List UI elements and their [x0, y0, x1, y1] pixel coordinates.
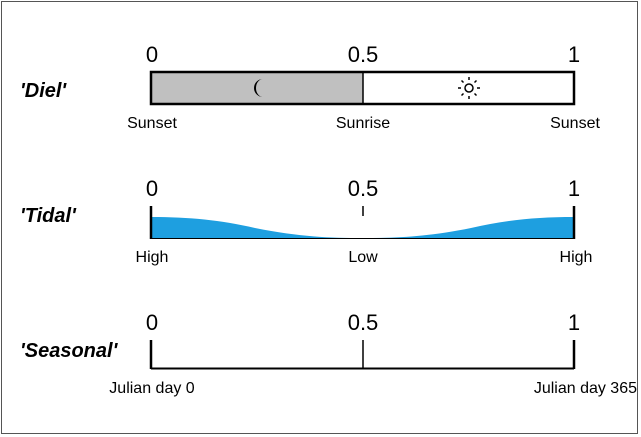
- diel-day-half: [363, 72, 574, 104]
- tidal-tick-0-5: 0.5: [348, 176, 379, 201]
- moon-icon: [254, 79, 263, 97]
- tidal-row: 'Tidal' 0 0.5 1 High Low High: [20, 176, 592, 266]
- tidal-water-curve: [151, 217, 574, 238]
- tidal-label-high-start: High: [136, 249, 169, 266]
- sun-icon: [458, 77, 480, 99]
- seasonal-tick-0-5: 0.5: [348, 310, 379, 335]
- diel-label-sunrise: Sunrise: [336, 115, 390, 132]
- seasonal-row: 'Seasonal' 0 0.5 1 Julian day 0 Julian d…: [20, 310, 637, 397]
- diel-night-half: [151, 72, 363, 104]
- diel-tick-1: 1: [568, 42, 580, 67]
- seasonal-tick-0: 0: [146, 310, 158, 335]
- seasonal-label-day-365: Julian day 365: [534, 380, 637, 397]
- tidal-tick-0: 0: [146, 176, 158, 201]
- seasonal-label-day-0: Julian day 0: [109, 380, 194, 397]
- diel-tick-0: 0: [146, 42, 158, 67]
- tidal-label-low: Low: [348, 249, 378, 266]
- diel-row-label: 'Diel': [20, 80, 67, 102]
- tidal-row-label: 'Tidal': [20, 205, 77, 227]
- tidal-tick-1: 1: [568, 176, 580, 201]
- seasonal-row-label: 'Seasonal': [20, 340, 119, 362]
- diel-row: 'Diel' 0 0.5 1: [20, 42, 600, 132]
- diel-tick-0-5: 0.5: [348, 42, 379, 67]
- tidal-label-high-end: High: [560, 249, 593, 266]
- seasonal-tick-1: 1: [568, 310, 580, 335]
- diel-label-sunset-end: Sunset: [550, 115, 600, 132]
- diel-label-sunset-start: Sunset: [127, 115, 177, 132]
